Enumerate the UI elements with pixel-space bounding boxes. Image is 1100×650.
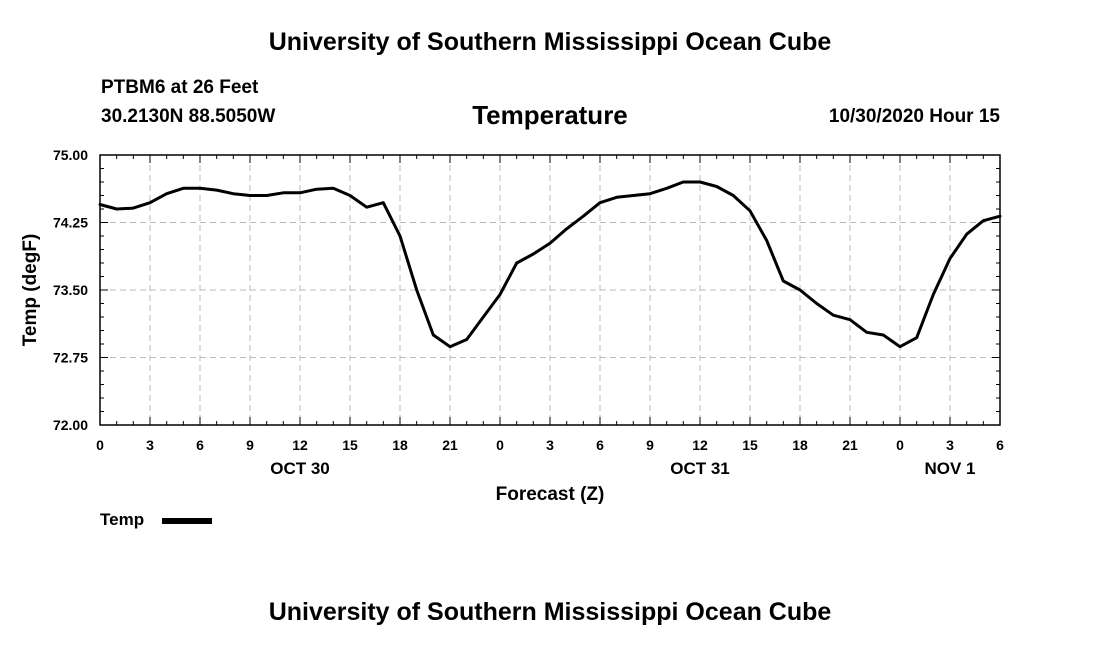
y-tick-label: 75.00: [53, 147, 88, 163]
x-tick-label: 15: [342, 437, 358, 453]
header-title: University of Southern Mississippi Ocean…: [268, 28, 832, 56]
x-tick-label: 0: [496, 437, 504, 453]
x-tick-label: 18: [392, 437, 408, 453]
x-tick-label: 3: [946, 437, 954, 453]
y-tick-label: 73.50: [53, 282, 88, 298]
day-label: NOV 1: [924, 459, 975, 478]
x-tick-label: 6: [996, 437, 1004, 453]
x-tick-label: 3: [546, 437, 554, 453]
day-label: OCT 31: [670, 459, 730, 478]
y-tick-label: 74.25: [53, 215, 88, 231]
station-coordinates: 30.2130N 88.5050W: [101, 106, 276, 127]
station-name: PTBM6 at 26 Feet: [101, 77, 259, 98]
footer-title: University of Southern Mississippi Ocean…: [268, 598, 832, 626]
forecast-timestamp: 10/30/2020 Hour 15: [828, 106, 1000, 127]
x-tick-label: 3: [146, 437, 154, 453]
x-tick-label: 0: [896, 437, 904, 453]
plot-frame: [99, 154, 1001, 426]
series-line-temp: [98, 180, 1002, 349]
x-tick-label: 21: [842, 437, 858, 453]
x-tick-label: 0: [96, 437, 104, 453]
x-tick-label: 9: [646, 437, 654, 453]
day-label: OCT 30: [270, 459, 330, 478]
x-tick-label: 15: [742, 437, 758, 453]
x-tick-label: 18: [792, 437, 808, 453]
x-tick-label: 6: [596, 437, 604, 453]
y-tick-label: 72.00: [53, 417, 88, 433]
x-tick-label: 12: [692, 437, 708, 453]
x-axis-label: Forecast (Z): [496, 484, 605, 505]
legend-label: Temp: [100, 510, 144, 529]
y-axis-label: Temp (degF): [20, 234, 41, 347]
chart-title: Temperature: [472, 100, 628, 130]
x-tick-label: 12: [292, 437, 308, 453]
y-tick-label: 72.75: [53, 350, 88, 366]
x-tick-label: 9: [246, 437, 254, 453]
x-tick-label: 6: [196, 437, 204, 453]
x-tick-label: 21: [442, 437, 458, 453]
